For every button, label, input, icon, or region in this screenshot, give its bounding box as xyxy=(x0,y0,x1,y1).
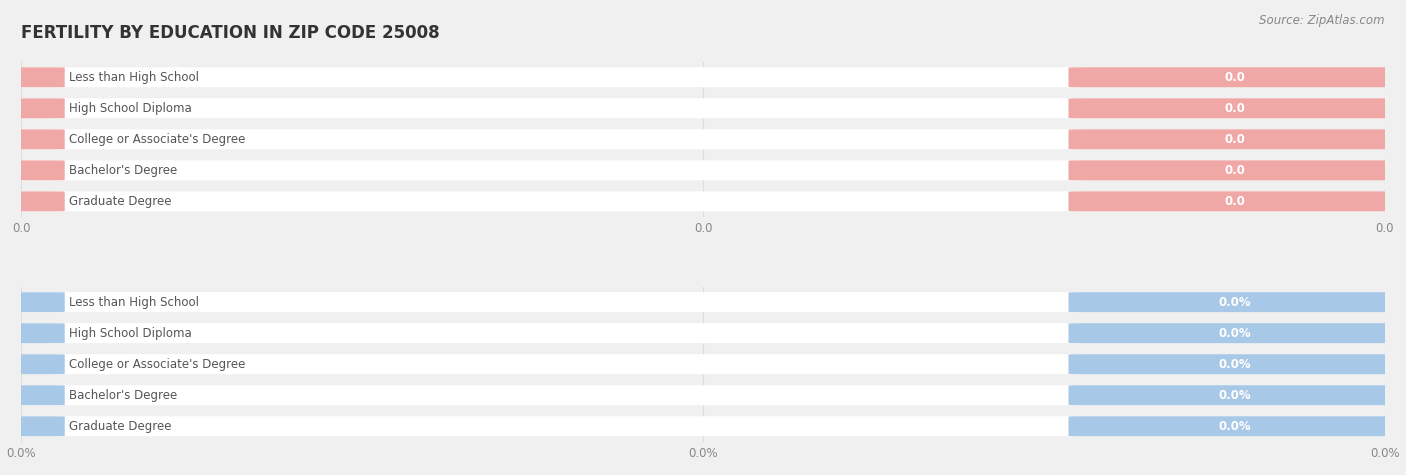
FancyBboxPatch shape xyxy=(4,292,1402,312)
FancyBboxPatch shape xyxy=(1069,98,1402,118)
Text: 0.0%: 0.0% xyxy=(1219,327,1251,340)
Text: 0.0: 0.0 xyxy=(1225,164,1246,177)
FancyBboxPatch shape xyxy=(1069,67,1402,87)
Text: Bachelor's Degree: Bachelor's Degree xyxy=(69,389,177,402)
Text: Graduate Degree: Graduate Degree xyxy=(69,195,172,208)
Text: Source: ZipAtlas.com: Source: ZipAtlas.com xyxy=(1260,14,1385,27)
FancyBboxPatch shape xyxy=(4,323,1402,343)
FancyBboxPatch shape xyxy=(4,67,1402,87)
FancyBboxPatch shape xyxy=(7,323,65,343)
FancyBboxPatch shape xyxy=(4,98,1402,118)
FancyBboxPatch shape xyxy=(4,191,1402,211)
Text: 0.0%: 0.0% xyxy=(1219,420,1251,433)
FancyBboxPatch shape xyxy=(7,416,65,436)
Text: High School Diploma: High School Diploma xyxy=(69,327,191,340)
FancyBboxPatch shape xyxy=(7,98,65,118)
Text: Graduate Degree: Graduate Degree xyxy=(69,420,172,433)
FancyBboxPatch shape xyxy=(1069,292,1402,312)
FancyBboxPatch shape xyxy=(7,354,65,374)
Text: Less than High School: Less than High School xyxy=(69,295,198,309)
FancyBboxPatch shape xyxy=(7,292,65,312)
FancyBboxPatch shape xyxy=(1069,323,1402,343)
FancyBboxPatch shape xyxy=(4,416,1402,436)
Text: 0.0%: 0.0% xyxy=(1219,389,1251,402)
FancyBboxPatch shape xyxy=(4,129,1402,149)
FancyBboxPatch shape xyxy=(4,354,1402,374)
FancyBboxPatch shape xyxy=(1069,385,1402,405)
Text: FERTILITY BY EDUCATION IN ZIP CODE 25008: FERTILITY BY EDUCATION IN ZIP CODE 25008 xyxy=(21,24,440,42)
Text: High School Diploma: High School Diploma xyxy=(69,102,191,115)
FancyBboxPatch shape xyxy=(1069,354,1402,374)
Text: College or Associate's Degree: College or Associate's Degree xyxy=(69,358,245,370)
Text: 0.0: 0.0 xyxy=(1225,133,1246,146)
FancyBboxPatch shape xyxy=(4,385,1402,405)
FancyBboxPatch shape xyxy=(1069,129,1402,149)
Text: 0.0: 0.0 xyxy=(1225,102,1246,115)
FancyBboxPatch shape xyxy=(7,129,65,149)
FancyBboxPatch shape xyxy=(1069,161,1402,180)
FancyBboxPatch shape xyxy=(7,191,65,211)
FancyBboxPatch shape xyxy=(1069,191,1402,211)
FancyBboxPatch shape xyxy=(4,161,1402,180)
Text: 0.0%: 0.0% xyxy=(1219,358,1251,370)
Text: 0.0%: 0.0% xyxy=(1219,295,1251,309)
Text: 0.0: 0.0 xyxy=(1225,71,1246,84)
Text: Bachelor's Degree: Bachelor's Degree xyxy=(69,164,177,177)
FancyBboxPatch shape xyxy=(1069,416,1402,436)
FancyBboxPatch shape xyxy=(7,385,65,405)
Text: College or Associate's Degree: College or Associate's Degree xyxy=(69,133,245,146)
FancyBboxPatch shape xyxy=(7,67,65,87)
Text: 0.0: 0.0 xyxy=(1225,195,1246,208)
Text: Less than High School: Less than High School xyxy=(69,71,198,84)
FancyBboxPatch shape xyxy=(7,161,65,180)
